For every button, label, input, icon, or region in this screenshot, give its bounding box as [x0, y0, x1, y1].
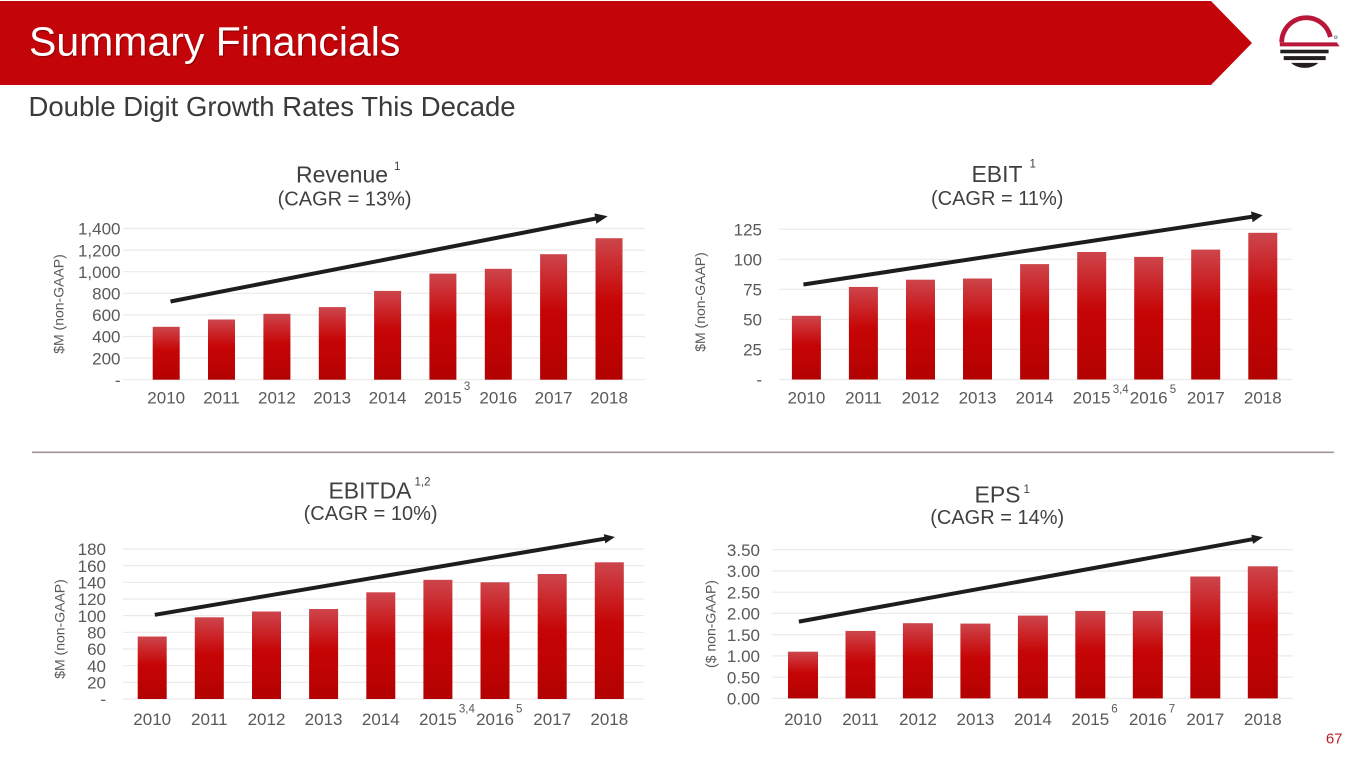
- svg-text:2015: 2015: [419, 710, 457, 729]
- svg-text:1,000: 1,000: [78, 263, 121, 282]
- svg-text:800: 800: [92, 285, 120, 304]
- svg-text:2.00: 2.00: [727, 605, 760, 624]
- svg-text:2010: 2010: [787, 389, 825, 408]
- svg-text:2010: 2010: [147, 389, 185, 408]
- svg-text:2018: 2018: [1244, 710, 1282, 729]
- svg-text:2012: 2012: [258, 389, 296, 408]
- svg-text:$M (non-GAAP): $M (non-GAAP): [51, 254, 67, 354]
- svg-text:2017: 2017: [1186, 710, 1224, 729]
- svg-text:Revenue: Revenue: [296, 161, 388, 187]
- svg-text:3,4: 3,4: [459, 704, 476, 716]
- svg-text:7: 7: [1169, 704, 1175, 716]
- svg-text:Double Digit Growth Rates This: Double Digit Growth Rates This Decade: [29, 91, 516, 122]
- svg-text:2016: 2016: [1129, 710, 1167, 729]
- svg-text:125: 125: [734, 220, 762, 239]
- svg-text:2018: 2018: [590, 389, 628, 408]
- svg-text:2010: 2010: [133, 710, 171, 729]
- svg-text:1,2: 1,2: [415, 477, 431, 489]
- svg-text:2017: 2017: [1187, 389, 1225, 408]
- svg-text:2013: 2013: [956, 710, 994, 729]
- svg-text:6: 6: [1111, 704, 1117, 716]
- svg-text:($ non-GAAP): ($ non-GAAP): [703, 580, 719, 668]
- svg-text:(CAGR = 14%): (CAGR = 14%): [930, 507, 1064, 529]
- svg-text:2014: 2014: [1016, 389, 1054, 408]
- svg-text:(CAGR = 11%): (CAGR = 11%): [931, 188, 1063, 210]
- svg-text:-: -: [100, 690, 106, 709]
- svg-text:-: -: [756, 371, 762, 390]
- svg-text:40: 40: [87, 657, 106, 676]
- svg-text:2013: 2013: [959, 389, 997, 408]
- svg-text:2016: 2016: [1130, 389, 1168, 408]
- svg-text:3.50: 3.50: [727, 541, 760, 560]
- svg-text:2017: 2017: [535, 389, 573, 408]
- svg-text:3: 3: [464, 381, 470, 393]
- svg-text:2010: 2010: [784, 710, 822, 729]
- svg-text:1: 1: [1030, 159, 1036, 171]
- svg-text:1,400: 1,400: [78, 220, 121, 239]
- svg-text:50: 50: [743, 311, 762, 330]
- svg-text:(CAGR = 13%): (CAGR = 13%): [278, 189, 412, 211]
- svg-text:600: 600: [92, 306, 120, 325]
- svg-text:100: 100: [734, 251, 762, 270]
- svg-text:2018: 2018: [590, 710, 628, 729]
- svg-text:2016: 2016: [479, 389, 517, 408]
- svg-text:2017: 2017: [533, 710, 571, 729]
- svg-text:100: 100: [78, 607, 106, 626]
- svg-text:2014: 2014: [369, 389, 407, 408]
- svg-text:1,200: 1,200: [78, 241, 121, 260]
- svg-text:0.00: 0.00: [727, 690, 760, 709]
- svg-text:-: -: [115, 371, 121, 390]
- svg-text:400: 400: [92, 328, 120, 347]
- svg-text:80: 80: [87, 624, 106, 643]
- svg-text:2.50: 2.50: [727, 583, 760, 602]
- svg-text:2011: 2011: [842, 710, 879, 729]
- svg-text:2013: 2013: [313, 389, 351, 408]
- svg-text:2012: 2012: [899, 710, 937, 729]
- svg-text:2014: 2014: [362, 710, 400, 729]
- svg-text:2014: 2014: [1014, 710, 1052, 729]
- svg-text:2018: 2018: [1244, 389, 1282, 408]
- svg-text:EBIT: EBIT: [971, 161, 1022, 187]
- svg-text:2011: 2011: [191, 710, 228, 729]
- svg-text:160: 160: [78, 557, 106, 576]
- svg-text:1: 1: [1024, 484, 1030, 496]
- svg-text:EBITDA: EBITDA: [328, 477, 412, 503]
- svg-text:60: 60: [87, 640, 106, 659]
- svg-text:0.50: 0.50: [727, 668, 760, 687]
- svg-text:$M (non-GAAP): $M (non-GAAP): [692, 252, 708, 352]
- svg-text:5: 5: [1170, 384, 1176, 396]
- svg-text:2011: 2011: [203, 389, 240, 408]
- svg-text:67: 67: [1326, 731, 1343, 748]
- svg-text:200: 200: [92, 349, 120, 368]
- svg-text:2012: 2012: [902, 389, 940, 408]
- svg-text:2016: 2016: [476, 710, 514, 729]
- svg-text:5: 5: [516, 704, 522, 716]
- svg-text:2015: 2015: [1073, 389, 1111, 408]
- svg-text:EPS: EPS: [974, 482, 1020, 508]
- svg-text:1.00: 1.00: [727, 647, 760, 666]
- svg-text:140: 140: [78, 574, 106, 593]
- svg-text:(CAGR = 10%): (CAGR = 10%): [304, 503, 438, 525]
- svg-text:2012: 2012: [248, 710, 286, 729]
- svg-text:$M (non-GAAP): $M (non-GAAP): [52, 579, 68, 679]
- svg-text:Summary Financials: Summary Financials: [29, 19, 400, 65]
- svg-text:3,4: 3,4: [1113, 384, 1130, 396]
- svg-text:180: 180: [78, 540, 106, 559]
- svg-text:1.50: 1.50: [727, 626, 760, 645]
- svg-text:120: 120: [78, 590, 106, 609]
- svg-text:20: 20: [87, 674, 106, 693]
- svg-text:2015: 2015: [424, 389, 462, 408]
- svg-text:2013: 2013: [305, 710, 343, 729]
- svg-text:25: 25: [743, 341, 762, 360]
- svg-text:3.00: 3.00: [727, 562, 760, 581]
- svg-text:2015: 2015: [1071, 710, 1109, 729]
- svg-text:1: 1: [394, 161, 400, 173]
- svg-text:Summary Financials: Summary Financials: [30, 20, 401, 66]
- svg-text:75: 75: [743, 281, 762, 300]
- svg-text:2011: 2011: [845, 389, 882, 408]
